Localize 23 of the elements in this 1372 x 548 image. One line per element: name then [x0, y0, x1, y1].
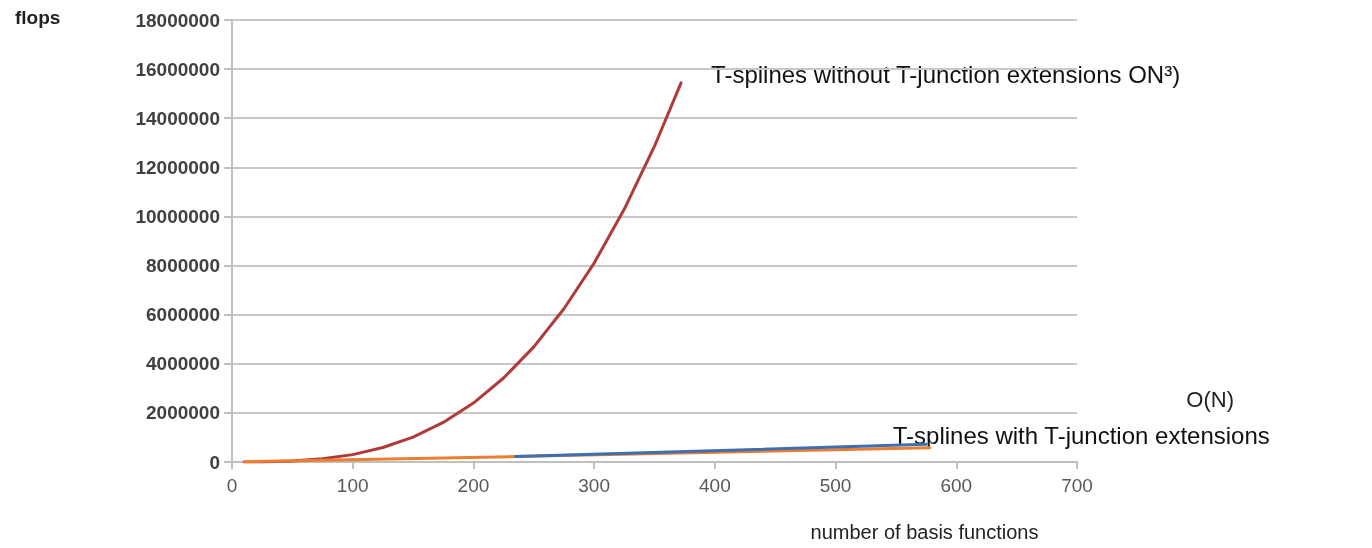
x-tick-label: 700 [1061, 475, 1093, 496]
y-tick-label: 18000000 [135, 9, 220, 31]
annotation: T-splines without T-junction extensions ON³) [711, 61, 1181, 89]
y-tick-label: 4000000 [146, 353, 220, 375]
annotation: T-splines with T-junction extensions [892, 422, 1270, 450]
y-tick-label: 14000000 [135, 107, 220, 129]
y-tick-label: 10000000 [135, 205, 220, 227]
x-tick-label: 500 [819, 475, 852, 496]
y-tick-label: 12000000 [135, 156, 220, 178]
y-tick-label: 8000000 [146, 255, 220, 277]
y-tick-label: 6000000 [146, 304, 220, 326]
x-tick-label: 400 [699, 475, 731, 496]
x-tick-label: 300 [578, 475, 610, 496]
y-tick-label: 16000000 [135, 58, 220, 80]
y-tick-label: 2000000 [146, 402, 220, 424]
x-axis-title: number of basis functions [810, 521, 1039, 543]
x-tick-label: 200 [457, 475, 490, 496]
x-tick-label: 0 [226, 475, 238, 496]
y-tick-label: 0 [209, 451, 220, 473]
x-tick-label: 600 [940, 475, 973, 496]
y-axis-title: flops [15, 7, 61, 28]
x-tick-label: 100 [336, 475, 369, 496]
text: O(N) [1186, 386, 1234, 412]
